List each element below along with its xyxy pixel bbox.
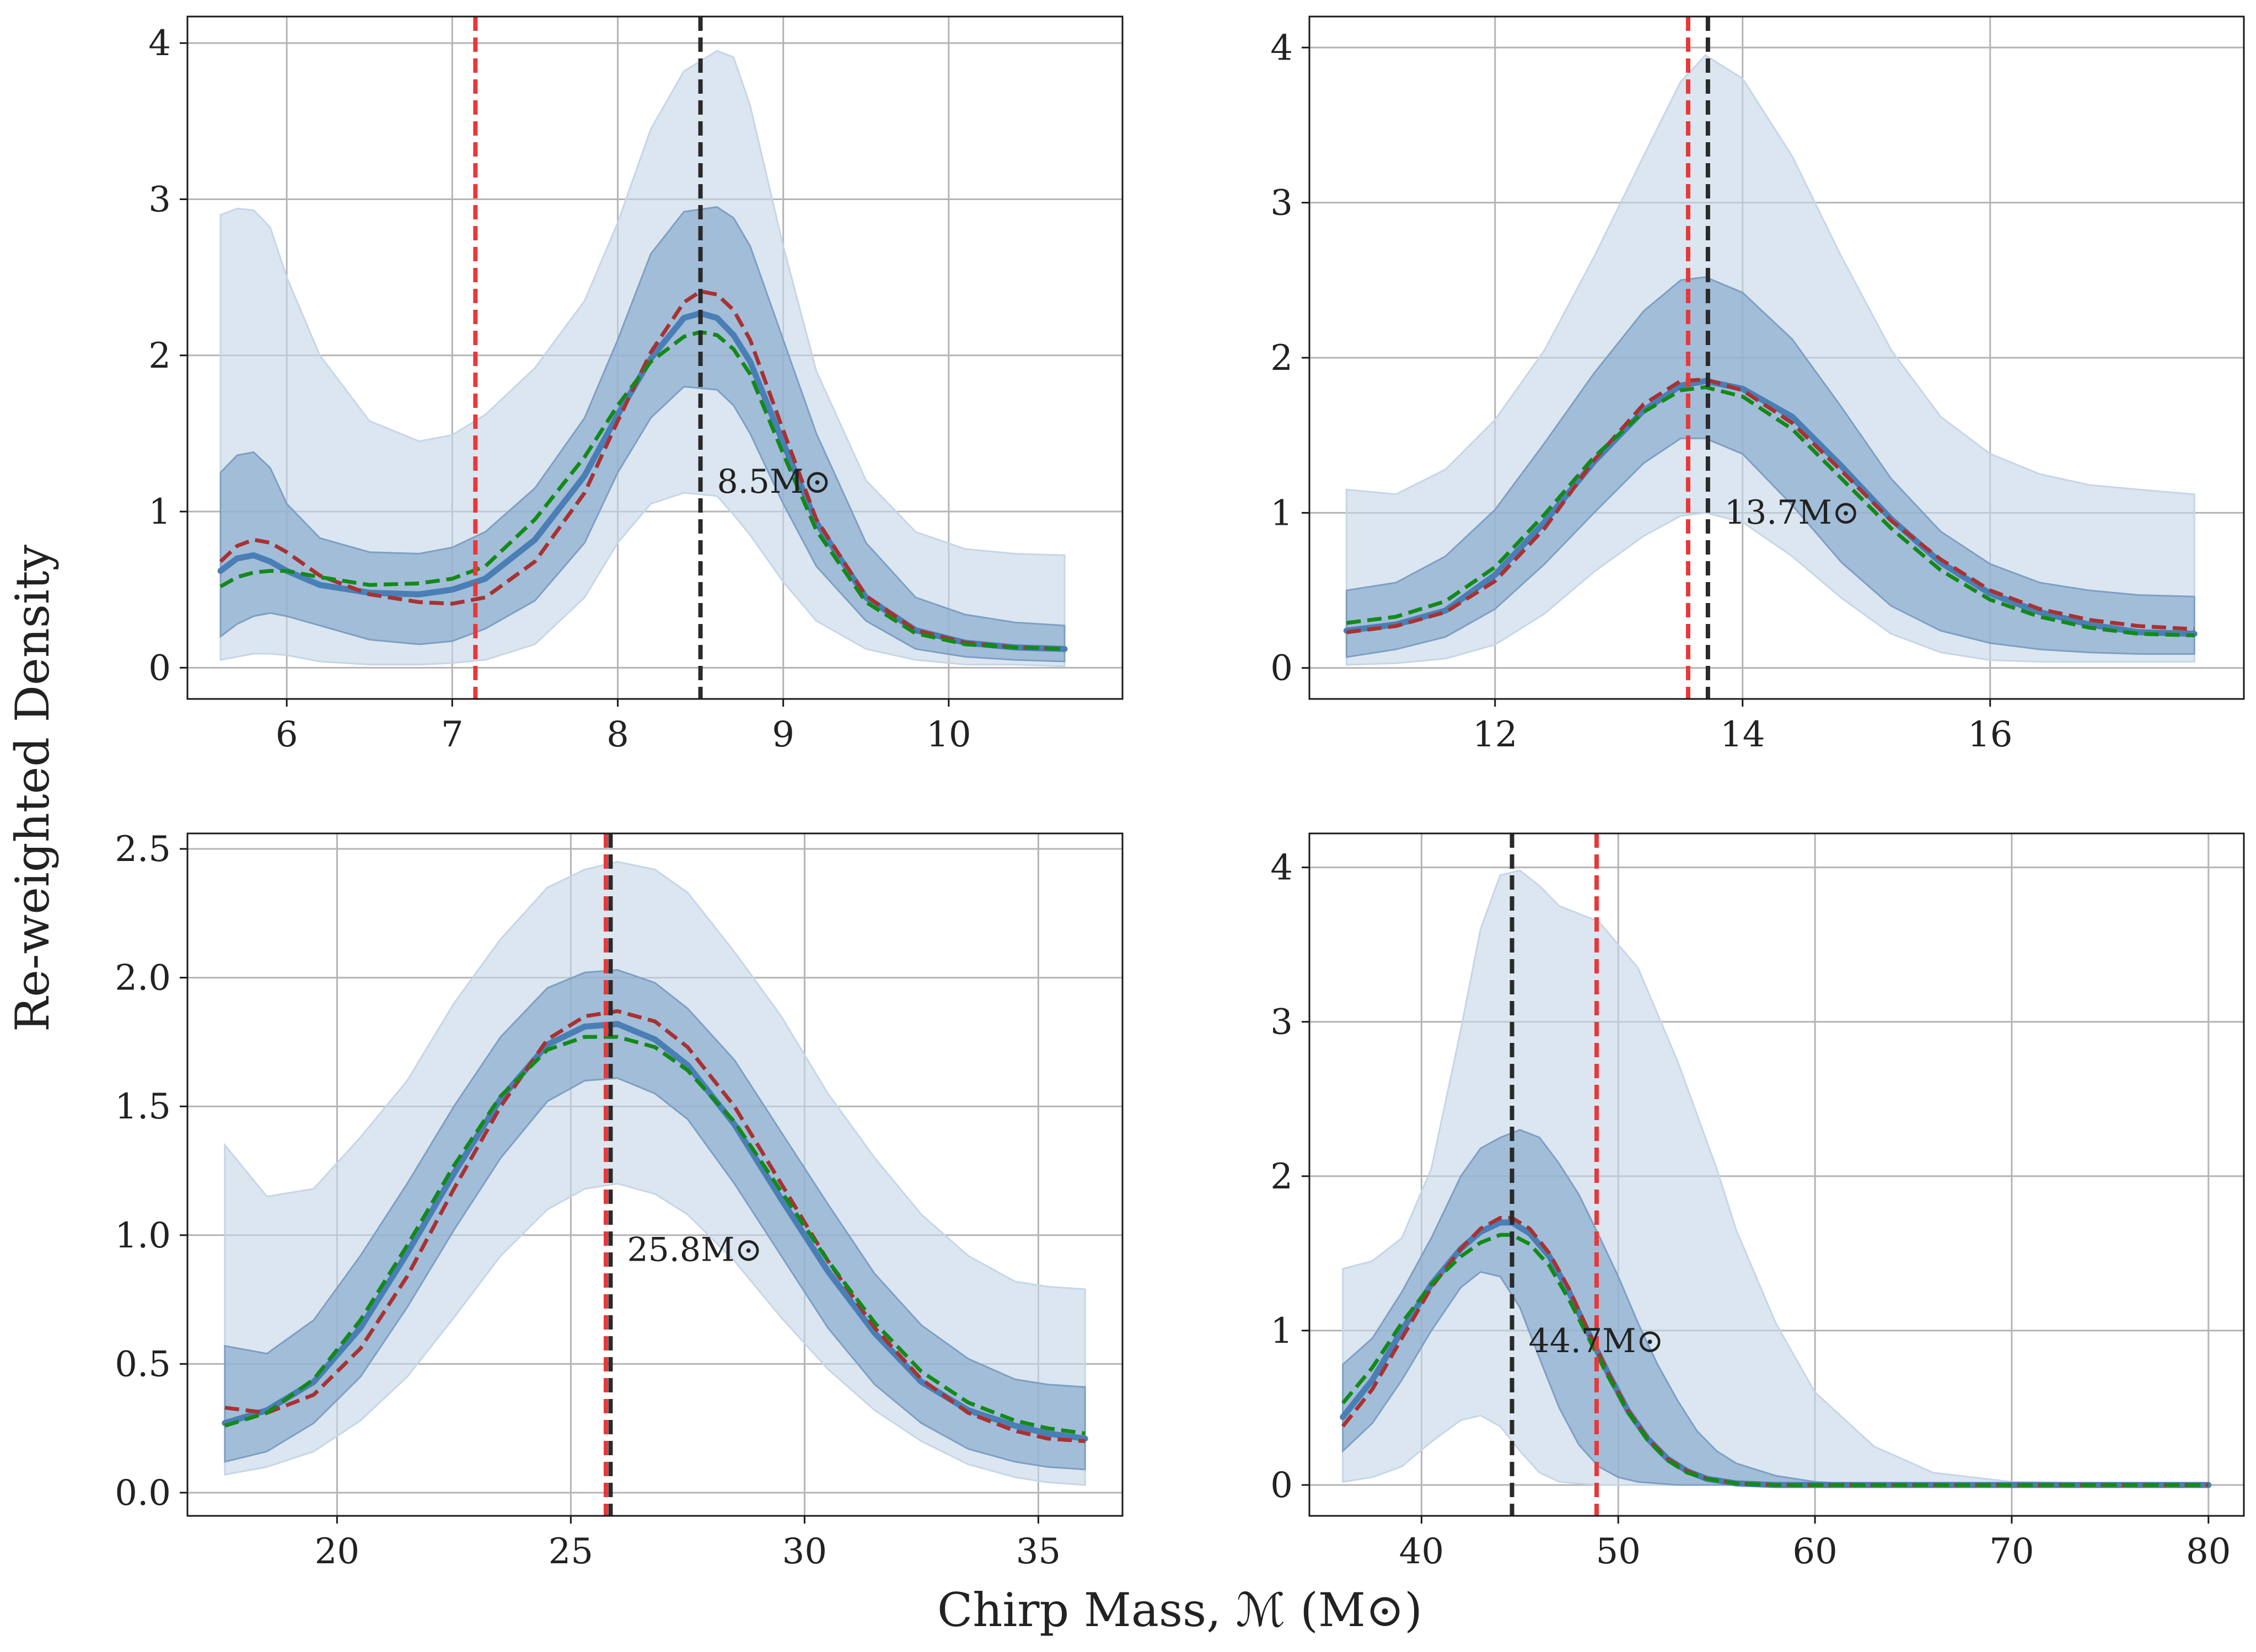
series-green-dashed-line	[224, 1035, 1086, 1435]
series-median-line	[1343, 378, 2198, 637]
y-tick-label: 0.5	[115, 1344, 171, 1385]
x-tick-label: 12	[1473, 714, 1517, 755]
inner-credible-band	[1345, 276, 2195, 658]
plot-area	[222, 833, 1088, 1516]
x-axis-title: Chirp Mass, ℳ (M⊙)	[937, 1583, 1422, 1637]
true-value-annotation: 25.8M⊙	[627, 1231, 762, 1269]
inner-credible-band	[224, 969, 1086, 1471]
series-green-dashed-line	[219, 330, 1065, 651]
y-tick-label: 2	[148, 336, 171, 376]
inner-credible-band	[219, 206, 1066, 663]
axes-frame	[1308, 832, 2245, 1517]
y-tick-label: 2	[1270, 1156, 1293, 1197]
x-tick-label: 8	[606, 714, 629, 755]
x-tick-label: 9	[772, 714, 794, 755]
y-tick-label: 0	[1270, 1465, 1293, 1506]
y-tick-label: 4	[1270, 28, 1293, 68]
y-tick-label: 1.5	[115, 1086, 171, 1127]
y-tick-label: 2.0	[115, 958, 171, 999]
y-tick-label: 4	[148, 23, 171, 64]
plot-area	[217, 17, 1068, 699]
x-tick-label: 14	[1720, 714, 1765, 755]
y-tick-label: 3	[1270, 183, 1293, 224]
x-tick-label: 20	[315, 1531, 359, 1572]
y-tick-label: 1	[148, 492, 171, 532]
x-tick-label: 10	[926, 714, 971, 755]
y-tick-label: 4	[1270, 848, 1293, 889]
x-tick-label: 80	[2186, 1531, 2231, 1572]
x-tick-label: 50	[1596, 1531, 1641, 1572]
y-tick-label: 2.5	[115, 829, 171, 870]
x-tick-label: 16	[1968, 714, 2012, 755]
true-value-annotation: 44.7M⊙	[1529, 1322, 1664, 1360]
x-tick-label: 7	[441, 714, 464, 755]
y-tick-label: 1	[1270, 1311, 1293, 1352]
panel-top-left: 8.5M⊙ 6 7 8 9 10 0 1 2 3 4	[148, 15, 1124, 755]
x-tick-label: 35	[1016, 1531, 1061, 1572]
x-tick-label: 6	[276, 714, 298, 755]
x-tick-label: 70	[1989, 1531, 2034, 1572]
series-red-dashed-line	[224, 1009, 1086, 1444]
x-tick-label: 25	[549, 1531, 593, 1572]
y-tick-label: 0	[1270, 648, 1293, 689]
x-tick-label: 40	[1399, 1531, 1444, 1572]
panel-bottom-left: 25.8M⊙ 20 25 30 35 0.0 0.5 1.0 1.5 2.0 2.5	[115, 829, 1124, 1572]
y-tick-label: 3	[1270, 1002, 1293, 1043]
panel-bottom-right: 44.7M⊙ 40 50 60 70 80 0 1 2 3 4	[1270, 832, 2245, 1572]
plot-area	[1340, 833, 2212, 1516]
y-axis-title: Re-weighted Density	[6, 544, 60, 1032]
y-tick-label: 3	[148, 179, 171, 220]
y-tick-label: 0	[148, 648, 171, 688]
y-tick-label: 2	[1270, 338, 1293, 379]
series-red-dashed-line	[1346, 377, 2195, 634]
series-green-dashed-line	[1341, 1233, 2209, 1487]
y-tick-label: 1	[1270, 493, 1293, 534]
true-value-annotation: 13.7M⊙	[1725, 493, 1860, 532]
axes-frame	[186, 15, 1124, 700]
x-tick-label: 60	[1792, 1531, 1837, 1572]
y-tick-label: 1.0	[115, 1215, 171, 1256]
series-green-dashed-line	[1346, 385, 2195, 638]
true-value-annotation: 8.5M⊙	[717, 462, 831, 501]
x-tick-label: 30	[782, 1531, 827, 1572]
plot-area	[1343, 17, 2198, 699]
y-tick-label: 0.0	[115, 1473, 171, 1514]
axes-frame	[186, 832, 1124, 1517]
